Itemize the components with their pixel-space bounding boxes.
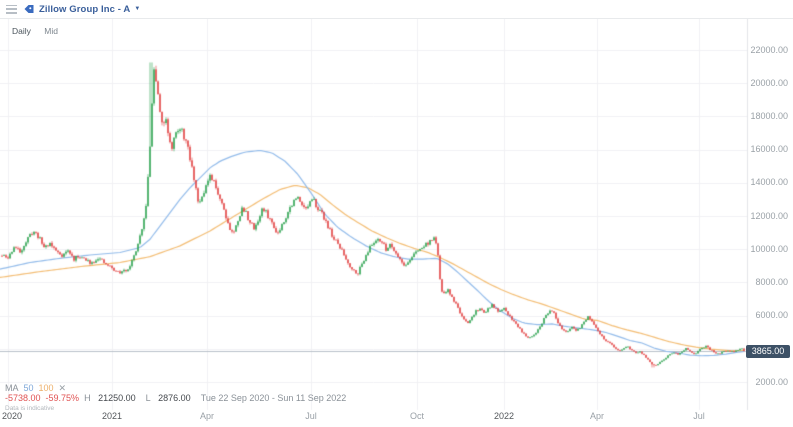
price-type-mid-button[interactable]: Mid xyxy=(44,26,58,36)
x-axis-label: 2020 xyxy=(1,411,23,421)
ma100-param: 100 xyxy=(38,383,54,393)
period-low: L 2876.00 xyxy=(145,393,191,403)
chart-header: Zillow Group Inc - A ▼ xyxy=(0,0,793,19)
y-axis-label: 6000.00 xyxy=(755,310,788,321)
remove-indicator-icon[interactable]: ✕ xyxy=(58,383,67,393)
y-axis-label: 12000.00 xyxy=(750,210,788,221)
date-range: Tue 22 Sep 2020 - Sun 11 Sep 2022 xyxy=(200,393,347,403)
x-axis-label: Jul xyxy=(305,411,317,421)
y-axis-label: 16000.00 xyxy=(750,144,788,155)
ma-label: MA xyxy=(5,383,19,393)
change-value: -5738.00 xyxy=(5,393,41,403)
x-axis-label: 2022 xyxy=(493,411,515,421)
y-axis-label: 20000.00 xyxy=(750,77,788,88)
y-axis-label: 22000.00 xyxy=(750,44,788,55)
x-axis-label: 2021 xyxy=(101,411,123,421)
stats-row: -5738.00 -59.75% H 21250.00 L 2876.00 Tue 22… xyxy=(5,394,351,403)
y-axis-label: 18000.00 xyxy=(750,110,788,121)
instrument-selector[interactable]: Zillow Group Inc - A xyxy=(39,3,131,15)
timeframe-daily-button[interactable]: Daily xyxy=(12,26,31,36)
last-price-badge: 3865.00 xyxy=(746,344,790,358)
y-axis-label: 8000.00 xyxy=(755,276,788,287)
ma50-param: 50 xyxy=(23,383,34,393)
y-axis-label: 10000.00 xyxy=(750,243,788,254)
hamburger-menu-icon[interactable] xyxy=(6,4,17,14)
period-high: H 21250.00 xyxy=(84,393,136,403)
data-indicative-note: Data is indicative xyxy=(5,405,55,412)
timeframe-bar: Daily Mid xyxy=(12,26,69,36)
instrument-tag-icon xyxy=(24,5,34,13)
change-percent: -59.75% xyxy=(45,393,80,403)
x-axis-label: Apr xyxy=(589,411,605,421)
y-axis-label: 14000.00 xyxy=(750,177,788,188)
x-axis-label: Oct xyxy=(409,411,425,421)
ma-indicator-row: MA 50 100 ✕ xyxy=(5,384,351,393)
caret-down-icon[interactable]: ▼ xyxy=(134,6,141,12)
y-axis-label: 2000.00 xyxy=(755,376,788,387)
chart-legend: MA 50 100 ✕ -5738.00 -59.75% H 21250.00 L 2876… xyxy=(5,384,351,413)
x-axis-label: Jul xyxy=(693,411,705,421)
x-axis-label: Apr xyxy=(199,411,215,421)
